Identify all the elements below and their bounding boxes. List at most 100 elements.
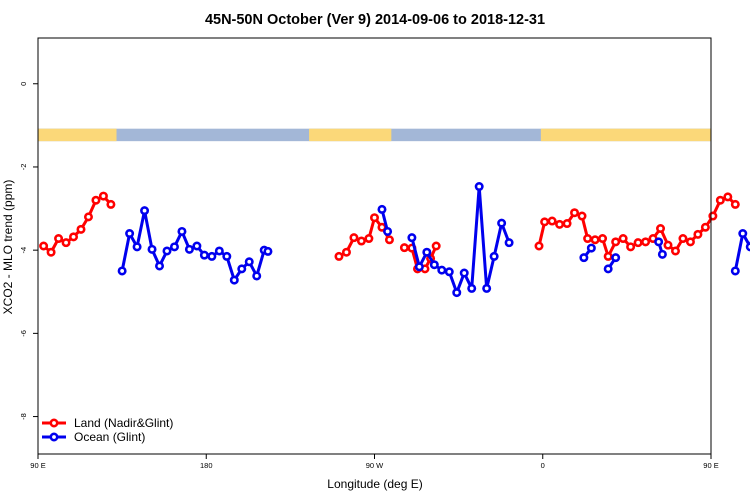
data-point bbox=[586, 243, 596, 253]
data-point bbox=[618, 234, 628, 244]
data-point bbox=[730, 266, 740, 276]
data-point bbox=[349, 233, 359, 243]
series-line bbox=[42, 194, 113, 254]
data-point bbox=[147, 244, 157, 254]
x-tick-label: 0 bbox=[541, 461, 545, 470]
land-band bbox=[540, 128, 711, 142]
y-tick-label: -4 bbox=[19, 247, 28, 254]
data-point bbox=[570, 208, 580, 218]
data-point bbox=[603, 251, 613, 261]
data-point bbox=[341, 247, 351, 257]
data-point bbox=[738, 229, 748, 239]
series-0 bbox=[39, 191, 740, 274]
y-tick-label: -2 bbox=[19, 164, 28, 171]
data-point bbox=[452, 288, 462, 298]
data-point bbox=[598, 234, 608, 244]
data-point bbox=[214, 246, 224, 256]
data-point bbox=[407, 233, 417, 243]
data-point bbox=[98, 191, 108, 201]
data-point bbox=[334, 251, 344, 261]
data-point bbox=[414, 262, 424, 272]
data-point bbox=[61, 238, 71, 248]
data-point bbox=[693, 229, 703, 239]
data-point bbox=[91, 195, 101, 205]
data-point bbox=[429, 260, 439, 270]
data-point bbox=[117, 266, 127, 276]
data-point bbox=[252, 271, 262, 281]
data-point bbox=[641, 237, 651, 247]
legend-marker bbox=[49, 432, 59, 442]
data-point bbox=[132, 242, 142, 252]
data-point bbox=[383, 226, 393, 236]
legend-item: Land (Nadir&Glint) bbox=[42, 416, 173, 430]
series-line bbox=[410, 185, 511, 295]
data-point bbox=[555, 219, 565, 229]
data-point bbox=[730, 199, 740, 209]
data-point bbox=[199, 250, 209, 260]
data-point bbox=[467, 283, 477, 293]
data-point bbox=[184, 244, 194, 254]
data-point bbox=[685, 237, 695, 247]
data-point bbox=[611, 253, 621, 263]
data-point bbox=[437, 265, 447, 275]
data-point bbox=[670, 246, 680, 256]
data-point bbox=[431, 241, 441, 251]
data-point bbox=[125, 229, 135, 239]
data-point bbox=[654, 237, 664, 247]
data-point bbox=[46, 247, 56, 257]
data-point bbox=[356, 236, 366, 246]
x-axis-label: Longitude (deg E) bbox=[327, 477, 422, 491]
data-point bbox=[364, 234, 374, 244]
legend-marker bbox=[49, 418, 59, 428]
x-axis: 90 E 180 90 W 0 90 E bbox=[30, 454, 719, 470]
data-point bbox=[459, 268, 469, 278]
data-point bbox=[369, 213, 379, 223]
data-point bbox=[663, 240, 673, 250]
data-point bbox=[579, 253, 589, 263]
x-tick-label: 180 bbox=[200, 461, 213, 470]
data-point bbox=[177, 226, 187, 236]
data-point bbox=[229, 275, 239, 285]
data-point bbox=[263, 246, 273, 256]
data-point bbox=[603, 264, 613, 274]
legend-item: Ocean (Glint) bbox=[42, 430, 145, 444]
data-point bbox=[106, 199, 116, 209]
data-point bbox=[540, 217, 550, 227]
data-point bbox=[611, 237, 621, 247]
data-point bbox=[39, 241, 49, 251]
data-point bbox=[497, 218, 507, 228]
legend-label: Ocean (Glint) bbox=[74, 430, 145, 444]
data-point bbox=[547, 216, 557, 226]
land-sea-strip bbox=[38, 128, 711, 142]
legend: Land (Nadir&Glint)Ocean (Glint) bbox=[42, 416, 173, 444]
data-point bbox=[723, 192, 733, 202]
data-point bbox=[656, 224, 666, 234]
data-point bbox=[590, 235, 600, 245]
y-tick-label: -6 bbox=[19, 330, 28, 337]
data-point bbox=[399, 243, 409, 253]
data-point bbox=[83, 212, 93, 222]
data-point bbox=[482, 283, 492, 293]
data-point bbox=[422, 247, 432, 257]
data-point bbox=[169, 242, 179, 252]
data-point bbox=[140, 206, 150, 216]
data-point bbox=[504, 238, 514, 248]
data-point bbox=[155, 261, 165, 271]
data-point bbox=[377, 204, 387, 214]
data-point bbox=[162, 246, 172, 256]
data-point bbox=[626, 242, 636, 252]
x-tick-label: 90 E bbox=[30, 461, 45, 470]
data-point bbox=[745, 242, 750, 252]
data-point bbox=[562, 219, 572, 229]
land-band bbox=[38, 128, 117, 142]
series-1 bbox=[117, 182, 750, 298]
data-point bbox=[54, 234, 64, 244]
data-point bbox=[444, 267, 454, 277]
data-point bbox=[633, 238, 643, 248]
data-point bbox=[577, 211, 587, 221]
data-point bbox=[657, 249, 667, 259]
land-band bbox=[309, 128, 392, 142]
series-line bbox=[733, 232, 750, 272]
data-point bbox=[69, 232, 79, 242]
